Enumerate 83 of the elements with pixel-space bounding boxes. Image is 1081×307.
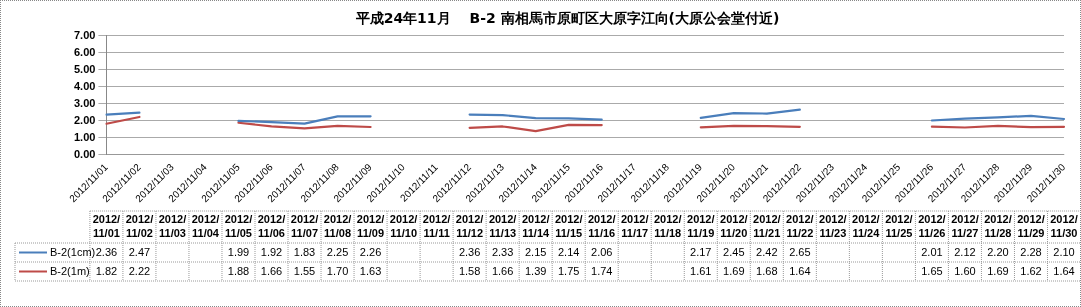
category-label: 2012/11/17 <box>620 213 649 240</box>
category-label: 2012/11/12 <box>455 213 484 240</box>
y-tick-label: 4.00 <box>73 79 96 92</box>
data-label: 2.36 <box>458 245 481 258</box>
category-label: 2012/11/29 <box>1017 213 1045 240</box>
data-label: 1.75 <box>557 264 580 277</box>
category-label: 2012/11/09 <box>356 213 385 240</box>
category-label: 2012/11/20 <box>720 213 748 240</box>
category-label: 2012/11/04 <box>191 213 220 240</box>
data-label: 2.14 <box>557 245 580 258</box>
category-label: 2012/11/07 <box>290 213 319 240</box>
data-label: 1.69 <box>987 264 1009 277</box>
data-label: 1.64 <box>789 264 811 277</box>
category-label: 2012/11/05 <box>224 213 253 240</box>
category-label: 2012/11/27 <box>951 213 979 240</box>
data-label: 2.01 <box>921 245 943 258</box>
data-label: 2.42 <box>756 245 778 258</box>
data-label: 2.12 <box>954 245 976 258</box>
data-label: 1.92 <box>260 245 283 258</box>
data-label: 2.22 <box>128 264 151 277</box>
category-label: 2012/11/08 <box>323 213 352 240</box>
data-label: 1.58 <box>458 264 481 277</box>
category-label: 2012/11/30 <box>1050 213 1078 240</box>
category-label: 2012/11/11 <box>422 213 451 240</box>
data-label: 2.47 <box>128 245 151 258</box>
category-label: 2012/11/24 <box>852 213 880 240</box>
data-label: 1.62 <box>1020 264 1042 277</box>
legend-label: B-2(1m) <box>50 264 90 277</box>
data-label: 1.66 <box>260 264 283 277</box>
y-tick-label: 3.00 <box>73 96 96 109</box>
data-label: 1.65 <box>921 264 943 277</box>
y-tick-label: 0.00 <box>73 147 96 160</box>
data-label: 1.74 <box>591 264 613 277</box>
category-label: 2012/11/28 <box>984 213 1012 240</box>
data-label: 1.70 <box>326 264 349 277</box>
data-label: 1.61 <box>690 264 712 277</box>
category-label: 2012/11/19 <box>687 213 715 240</box>
category-label: 2012/11/21 <box>753 213 781 240</box>
data-label: 2.28 <box>1020 245 1042 258</box>
category-label: 2012/11/23 <box>819 213 847 240</box>
category-label: 2012/11/25 <box>885 213 913 240</box>
y-tick-label: 1.00 <box>73 130 96 143</box>
data-label: 2.26 <box>359 245 382 258</box>
data-label: 1.88 <box>227 264 250 277</box>
data-label: 1.83 <box>293 245 316 258</box>
y-tick-label: 2.00 <box>73 113 96 126</box>
category-label: 2012/11/02 <box>125 213 154 240</box>
data-label: 2.15 <box>524 245 547 258</box>
category-label: 2012/11/14 <box>521 213 550 240</box>
data-label: 2.36 <box>95 245 118 258</box>
data-label: 2.17 <box>690 245 712 258</box>
data-label: 1.63 <box>359 264 382 277</box>
data-label: 1.55 <box>293 264 316 277</box>
data-label: 2.06 <box>591 245 613 258</box>
data-label: 2.20 <box>987 245 1009 258</box>
data-label: 2.45 <box>723 245 745 258</box>
chart-title: 平成24年11月 B-2 南相馬市原町区大原字江向(大原公会堂付近) <box>354 10 780 27</box>
data-label: 2.10 <box>1053 245 1075 258</box>
category-label: 2012/11/13 <box>488 213 517 240</box>
data-label: 1.68 <box>756 264 778 277</box>
category-label: 2012/11/18 <box>653 213 682 240</box>
data-label: 1.60 <box>954 264 976 277</box>
y-tick-label: 5.00 <box>73 62 96 75</box>
data-label: 1.82 <box>95 264 118 277</box>
category-label: 2012/11/15 <box>554 213 583 240</box>
category-label: 2012/11/06 <box>257 213 286 240</box>
data-label: 1.64 <box>1053 264 1075 277</box>
legend-label: B-2(1cm) <box>50 245 96 258</box>
category-label: 2012/11/16 <box>587 213 616 240</box>
data-label: 2.33 <box>491 245 514 258</box>
category-label: 2012/11/10 <box>389 213 418 240</box>
category-label: 2012/11/03 <box>158 213 187 240</box>
data-label: 1.69 <box>723 264 745 277</box>
category-label: 2012/11/01 <box>92 213 121 240</box>
data-label: 1.99 <box>227 245 250 258</box>
category-label: 2012/11/22 <box>786 213 814 240</box>
data-label: 1.39 <box>524 264 547 277</box>
data-label: 1.66 <box>491 264 514 277</box>
category-label: 2012/11/26 <box>918 213 946 240</box>
y-tick-label: 6.00 <box>73 45 96 58</box>
y-tick-label: 7.00 <box>73 28 96 41</box>
data-label: 2.25 <box>326 245 349 258</box>
data-label: 2.65 <box>789 245 811 258</box>
